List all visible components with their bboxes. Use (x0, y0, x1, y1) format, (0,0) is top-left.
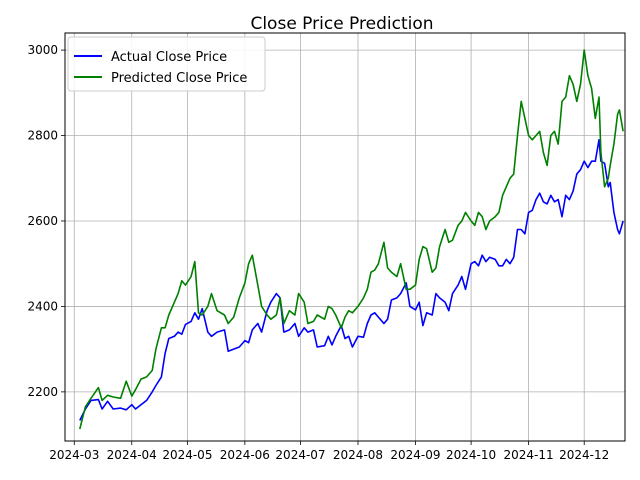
series-line-actual (79, 139, 624, 421)
y-tick-label: 2600 (27, 214, 58, 228)
series-line-predicted (79, 49, 624, 430)
legend-box (67, 36, 266, 92)
x-tick-label: 2024-07 (275, 448, 325, 462)
legend: Actual Close Price Predicted Close Price (67, 36, 266, 92)
x-tick-label: 2024-12 (559, 448, 609, 462)
x-tick-label: 2024-08 (333, 448, 383, 462)
x-tick-label: 2024-11 (504, 448, 554, 462)
grid (65, 33, 625, 441)
x-tick-label: 2024-05 (162, 448, 212, 462)
x-tick-label: 2024-09 (390, 448, 440, 462)
y-tick-label: 2400 (27, 299, 58, 313)
x-tick-label: 2024-03 (49, 448, 99, 462)
legend-label-predicted: Predicted Close Price (111, 71, 247, 86)
x-tick-label: 2024-06 (220, 448, 270, 462)
y-tick-label: 3000 (27, 43, 58, 57)
tick-labels: 2024-03 2024-04 2024-05 2024-06 2024-07 2024-… (27, 43, 609, 462)
y-tick-label: 2200 (27, 385, 58, 399)
x-tick-label: 2024-04 (107, 448, 157, 462)
plot-frame (64, 32, 626, 442)
chart-title: Close Price Prediction (250, 14, 433, 34)
y-tick-label: 2800 (27, 129, 58, 143)
series-lines (79, 49, 624, 430)
x-tick-label: 2024-10 (446, 448, 496, 462)
legend-label-actual: Actual Close Price (111, 50, 227, 65)
